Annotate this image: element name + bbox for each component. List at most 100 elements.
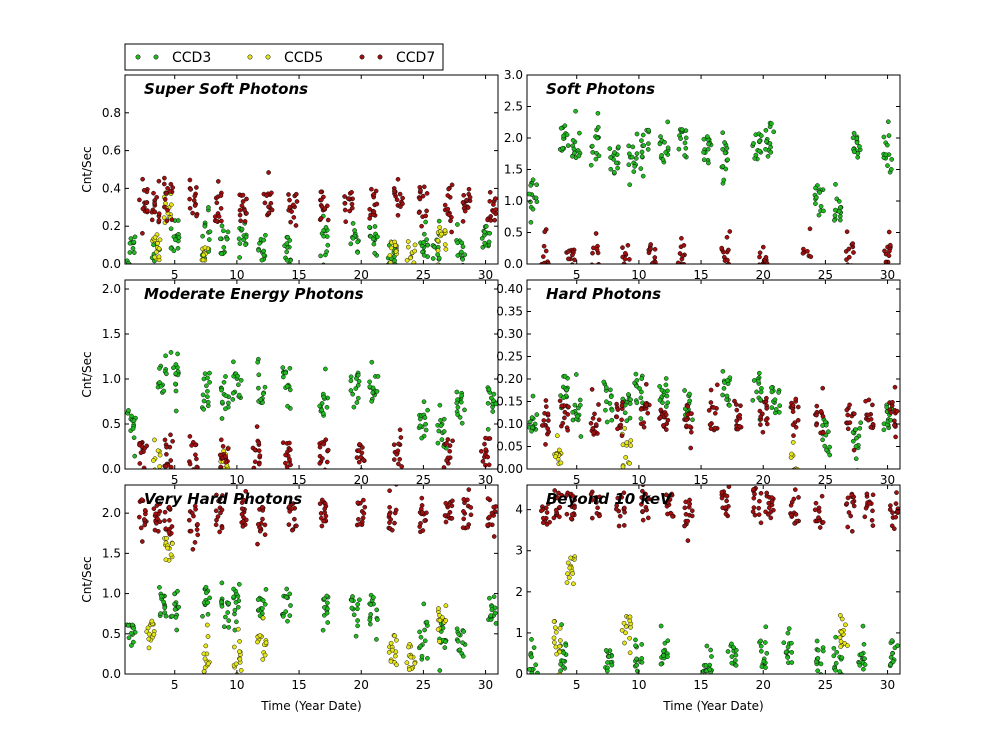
data-point (262, 384, 268, 390)
data-point (720, 368, 726, 374)
data-point (465, 524, 471, 530)
data-point (768, 515, 774, 521)
data-point (345, 196, 351, 201)
data-point (724, 498, 729, 504)
data-point (487, 595, 492, 601)
y-tick-label: 0 (515, 667, 523, 681)
data-point (790, 409, 796, 415)
data-point (168, 552, 174, 558)
data-point (131, 418, 137, 424)
data-point (419, 223, 424, 229)
data-point (439, 437, 445, 442)
data-point (881, 427, 887, 433)
data-point (155, 448, 161, 454)
data-point (886, 229, 892, 235)
data-point (153, 511, 159, 517)
data-point (839, 616, 845, 622)
data-point (567, 266, 571, 270)
data-point (487, 189, 493, 195)
data-point (687, 424, 693, 429)
data-point (644, 507, 649, 513)
data-point (202, 656, 208, 662)
data-point (141, 187, 147, 193)
data-point (446, 212, 452, 218)
data-point (595, 266, 599, 270)
data-point (375, 374, 381, 379)
data-point (557, 514, 562, 520)
data-point (609, 662, 615, 668)
data-point (860, 623, 866, 629)
data-point (291, 215, 297, 220)
data-point (814, 403, 820, 409)
data-point (487, 514, 492, 520)
data-point (266, 170, 271, 175)
data-point (845, 643, 850, 648)
data-point (187, 434, 193, 439)
data-point (683, 128, 689, 133)
data-point (369, 398, 375, 404)
data-point (284, 249, 290, 255)
data-point (815, 668, 821, 674)
data-point (683, 417, 689, 423)
data-point (237, 656, 243, 662)
data-point (622, 426, 627, 431)
data-point (540, 520, 546, 526)
data-point (260, 391, 266, 397)
data-point (342, 200, 348, 206)
data-point (727, 403, 732, 408)
data-point (369, 359, 375, 365)
x-tick-label: 10 (631, 268, 646, 282)
data-point (609, 407, 615, 413)
data-point (639, 389, 644, 395)
data-point (663, 492, 669, 498)
data-point (448, 218, 453, 224)
data-point (754, 389, 759, 395)
data-point (151, 190, 156, 196)
data-point (389, 245, 394, 251)
data-point (221, 228, 226, 234)
data-point (187, 461, 193, 467)
data-point (140, 206, 146, 212)
data-point (262, 532, 268, 538)
data-point (564, 493, 569, 498)
data-point (325, 242, 331, 248)
data-point (589, 497, 595, 503)
data-point (847, 402, 852, 408)
data-point (881, 134, 887, 140)
data-point (596, 417, 602, 423)
data-point (729, 654, 735, 659)
data-point (361, 457, 367, 463)
data-point (163, 463, 169, 469)
data-point (460, 256, 466, 262)
data-point (719, 489, 725, 495)
data-point (621, 523, 627, 528)
data-point (169, 217, 175, 223)
data-point (814, 422, 819, 428)
data-point (490, 409, 496, 414)
series-ccd3 (125, 580, 498, 673)
data-point (192, 540, 198, 545)
data-point (785, 655, 791, 660)
data-point (348, 374, 354, 380)
data-point (444, 458, 449, 463)
data-point (541, 261, 547, 264)
data-point (164, 371, 169, 377)
data-point (802, 266, 806, 270)
x-tick-label: 30 (880, 473, 895, 487)
data-point (763, 146, 768, 152)
data-point (321, 596, 327, 602)
data-point (591, 430, 597, 435)
data-point (374, 637, 379, 642)
data-point (155, 240, 160, 246)
series-ccd7 (538, 485, 900, 543)
data-point (202, 245, 208, 251)
data-point (459, 264, 463, 268)
data-point (292, 516, 297, 522)
data-point (162, 605, 168, 611)
data-point (436, 606, 441, 611)
data-point (634, 400, 640, 406)
data-point (527, 667, 532, 672)
data-point (399, 464, 405, 469)
